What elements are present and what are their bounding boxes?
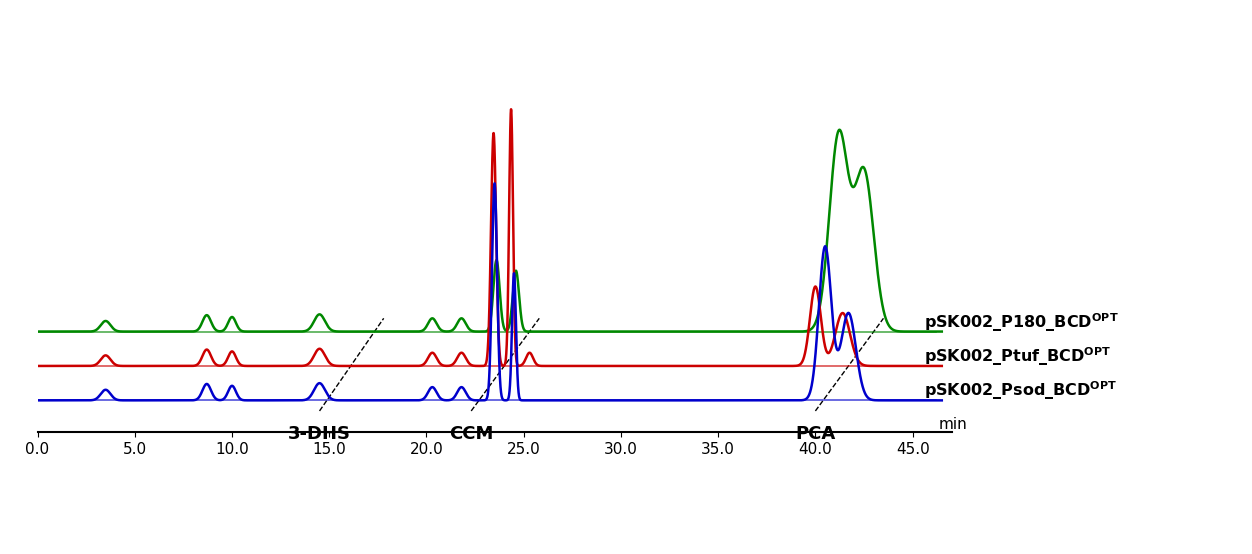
Text: 3-DHS: 3-DHS — [288, 425, 351, 443]
Text: min: min — [939, 417, 968, 432]
Text: PCA: PCA — [795, 425, 835, 443]
Text: CCM: CCM — [449, 425, 493, 443]
Text: pSK002_Ptuf_BCD$\mathbf{^{OPT}}$: pSK002_Ptuf_BCD$\mathbf{^{OPT}}$ — [924, 345, 1112, 368]
Text: pSK002_Psod_BCD$\mathbf{^{OPT}}$: pSK002_Psod_BCD$\mathbf{^{OPT}}$ — [924, 379, 1118, 402]
Text: pSK002_P180_BCD$\mathbf{^{OPT}}$: pSK002_P180_BCD$\mathbf{^{OPT}}$ — [924, 311, 1119, 334]
